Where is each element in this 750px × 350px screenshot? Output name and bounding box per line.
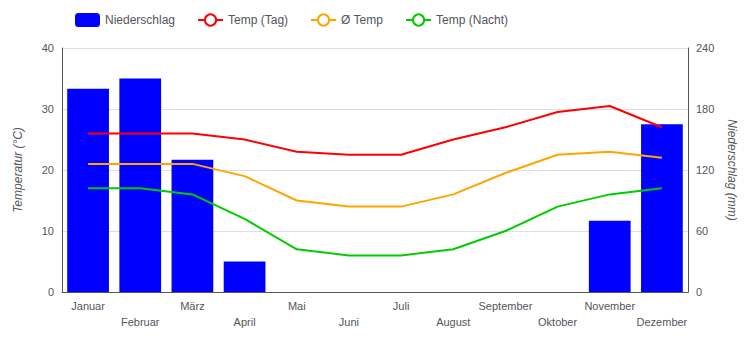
svg-text:60: 60 — [696, 225, 708, 237]
svg-text:120: 120 — [696, 164, 714, 176]
svg-text:November: November — [584, 300, 635, 312]
svg-text:Juli: Juli — [393, 300, 410, 312]
svg-text:Niederschlag (mm): Niederschlag (mm) — [725, 119, 739, 220]
svg-text:240: 240 — [696, 42, 714, 54]
svg-text:August: August — [436, 316, 470, 328]
svg-text:Januar: Januar — [71, 300, 105, 312]
svg-text:Dezember: Dezember — [637, 316, 688, 328]
svg-text:10: 10 — [42, 225, 54, 237]
svg-text:März: März — [180, 300, 204, 312]
svg-text:Temp (Nacht): Temp (Nacht) — [436, 13, 508, 27]
svg-text:Temperatur (°C): Temperatur (°C) — [11, 127, 25, 213]
svg-text:Mai: Mai — [288, 300, 306, 312]
svg-text:Oktober: Oktober — [538, 316, 577, 328]
svg-text:Ø Temp: Ø Temp — [341, 13, 383, 27]
svg-text:0: 0 — [48, 286, 54, 298]
svg-text:Juni: Juni — [339, 316, 359, 328]
svg-text:30: 30 — [42, 103, 54, 115]
svg-text:September: September — [479, 300, 533, 312]
svg-text:180: 180 — [696, 103, 714, 115]
svg-text:April: April — [234, 316, 256, 328]
svg-text:0: 0 — [696, 286, 702, 298]
svg-text:Niederschlag: Niederschlag — [105, 13, 175, 27]
svg-text:Temp (Tag): Temp (Tag) — [228, 13, 288, 27]
svg-text:40: 40 — [42, 42, 54, 54]
svg-text:20: 20 — [42, 164, 54, 176]
svg-text:Februar: Februar — [121, 316, 160, 328]
